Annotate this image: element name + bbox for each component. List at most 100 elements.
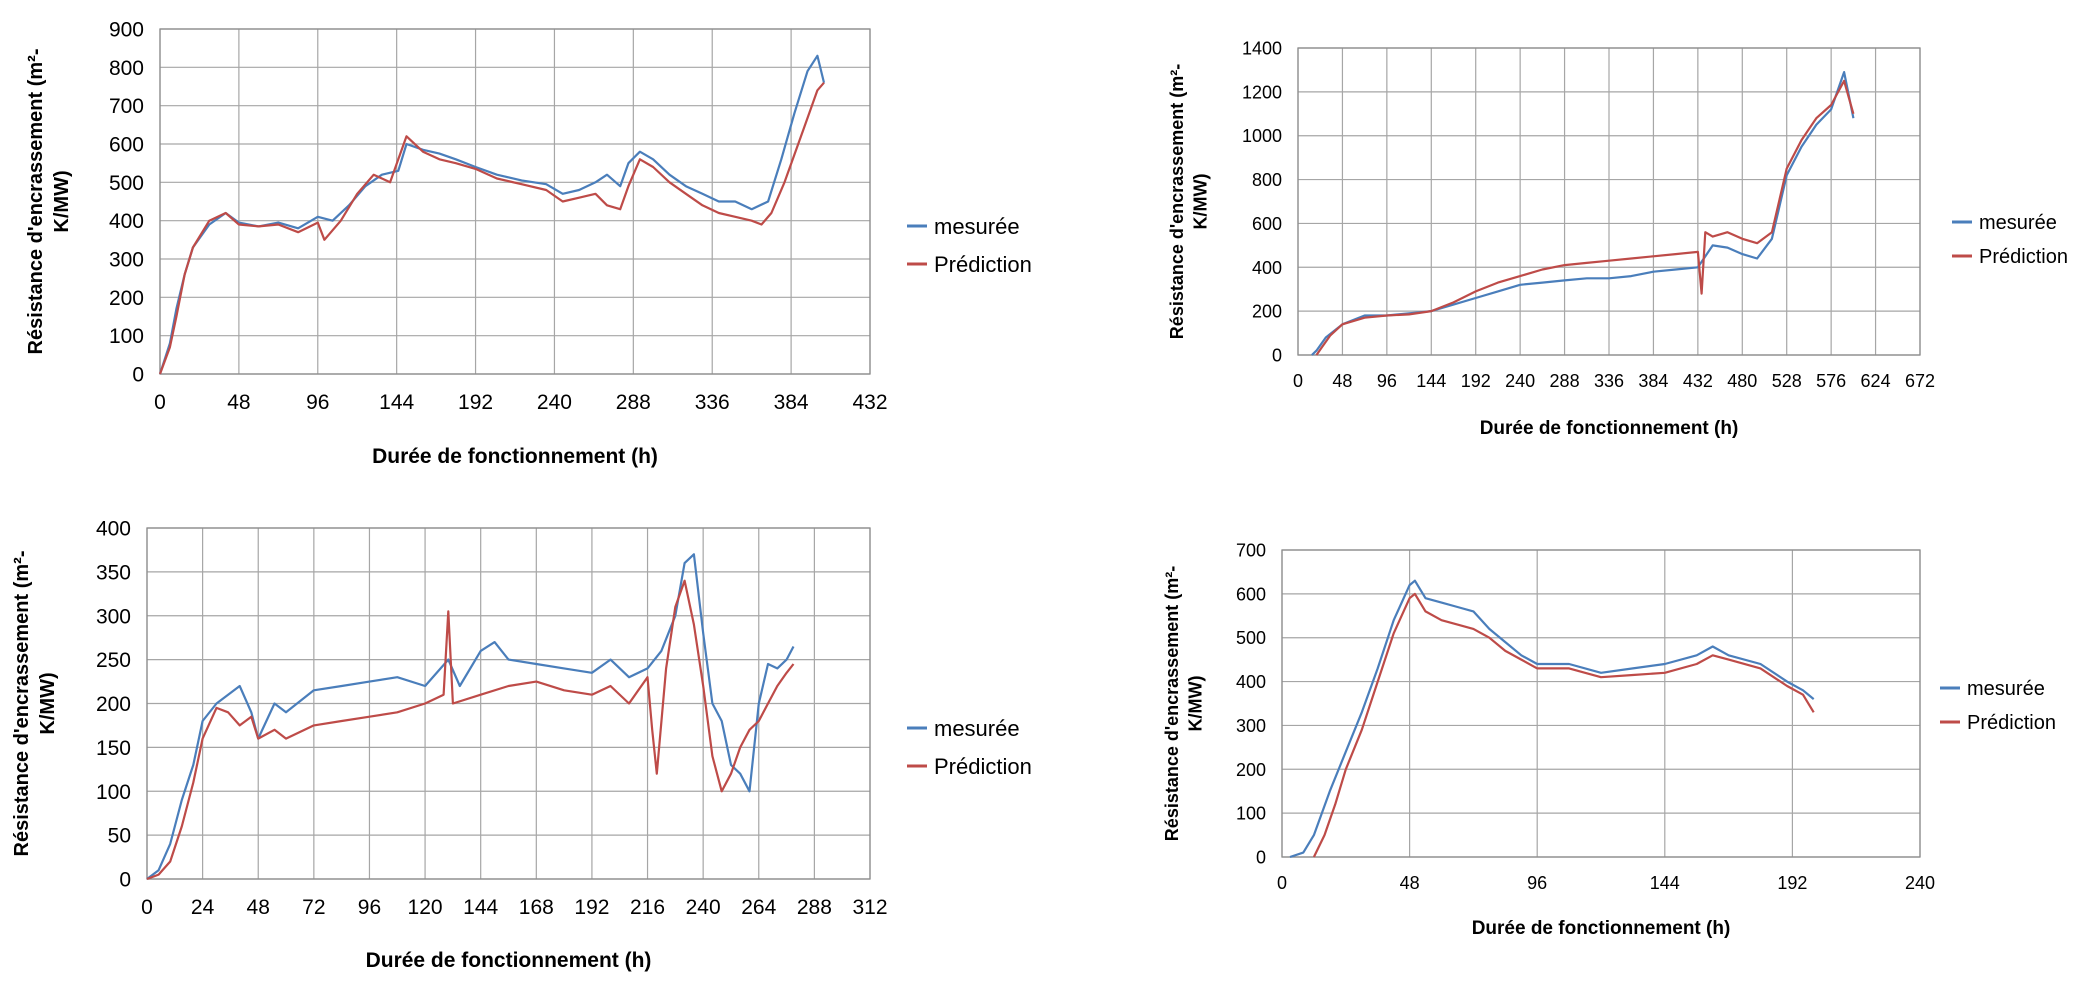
y-tick-label: 500 [1236,628,1266,648]
x-tick-label: 192 [574,896,609,919]
y-tick-label: 200 [1252,302,1282,322]
x-tick-label: 480 [1727,371,1757,391]
series-line-measured [1289,579,1815,859]
y-axis-title: Résistance d'encrassement (m²- K/MW) [1162,566,1205,841]
x-axis-title: Durée de fonctionnement (h) [372,445,658,468]
y-tick-label: 700 [1236,540,1266,560]
y-tick-label: 300 [96,605,131,628]
chart-3: 0 24 48 72 96 120 144 168 192 216 240 264 288 312 0 50 1… [11,518,1032,972]
y-tick-label: 900 [109,19,144,42]
x-tick-label: 144 [1650,873,1680,893]
x-tick-label: 144 [1416,371,1446,391]
x-tick-label: 192 [1777,873,1807,893]
series-line-prediction [146,579,795,881]
x-tick-label: 48 [1332,371,1352,391]
x-tick-label: 240 [1505,371,1535,391]
x-tick-label: 48 [247,896,270,919]
y-tick-label: 100 [109,325,144,348]
chart-1: 0 48 96 144 192 240 288 336 384 432 0 100 200 300 400 5… [25,19,1032,468]
y-tick-label: 350 [96,561,131,584]
y-tick-label: 600 [1236,584,1266,604]
y-tick-label: 50 [108,825,131,848]
chart-4: 0 48 96 144 192 240 0 100 200 300 400 500 600 700 Duré… [1162,540,2056,939]
x-tick-label: 0 [141,896,153,919]
legend-label: Prédiction [934,754,1032,779]
y-tick-label: 1400 [1242,38,1282,58]
x-tick-label: 96 [1377,371,1397,391]
legend-label: mesurée [1967,678,2045,700]
x-tick-label: 0 [1277,873,1287,893]
x-tick-label: 288 [797,896,832,919]
series-line-measured [146,553,795,880]
y-tick-label: 100 [1236,804,1266,824]
x-tick-label: 624 [1861,371,1891,391]
x-tick-label: 336 [695,391,730,414]
y-tick-label: 800 [109,57,144,80]
y-tick-label: 250 [96,649,131,672]
legend-label: Prédiction [1979,246,2068,268]
y-tick-label: 1000 [1242,126,1282,146]
y-tick-label: 1200 [1242,82,1282,102]
y-axis-title: Résistance d'encrassement (m²- K/MW) [11,551,59,857]
y-tick-label: 800 [1252,170,1282,190]
x-tick-label: 432 [1683,371,1713,391]
x-tick-label: 96 [358,896,381,919]
series-line-prediction [1315,79,1855,356]
x-tick-label: 288 [1550,371,1580,391]
plot-area-frame [159,28,871,375]
y-axis-title-line: K/MW) [37,672,59,734]
x-tick-label: 384 [774,391,809,414]
legend-label: mesurée [934,716,1020,741]
x-tick-label: 336 [1594,371,1624,391]
y-tick-label: 0 [119,869,131,892]
y-tick-label: 500 [109,172,144,195]
x-tick-label: 72 [302,896,325,919]
x-axis-title: Durée de fonctionnement (h) [1472,918,1731,939]
legend-label: Prédiction [1967,712,2056,734]
chart-2: 0 48 96 144 192 240 288 336 384 432 480 528 576 624 67… [1167,38,2068,439]
x-tick-label: 672 [1905,371,1935,391]
y-tick-label: 200 [1236,760,1266,780]
y-tick-label: 700 [109,95,144,118]
y-axis-title-line: Résistance d'encrassement (m²- [25,49,47,355]
x-tick-label: 192 [1461,371,1491,391]
series-line-prediction [1312,592,1815,858]
x-tick-label: 24 [191,896,215,919]
y-tick-label: 0 [132,364,144,387]
y-axis-title-line: K/MW) [1185,676,1205,732]
y-tick-label: 600 [109,134,144,157]
y-tick-label: 400 [96,518,131,541]
x-tick-label: 0 [154,391,166,414]
x-tick-label: 528 [1772,371,1802,391]
y-tick-label: 200 [109,287,144,310]
x-axis-title: Durée de fonctionnement (h) [366,949,652,972]
x-tick-label: 384 [1638,371,1668,391]
series-line-prediction [158,81,825,375]
x-tick-label: 576 [1816,371,1846,391]
y-tick-label: 200 [96,693,131,716]
series-line-measured [1311,70,1855,356]
x-tick-label: 216 [630,896,665,919]
y-tick-label: 400 [1236,672,1266,692]
x-tick-label: 120 [408,896,443,919]
x-tick-label: 168 [519,896,554,919]
y-axis-title-line: Résistance d'encrassement (m²- [11,551,33,857]
y-axis-title: Résistance d'encrassement (m²- K/MW) [1167,64,1210,339]
x-tick-label: 192 [458,391,493,414]
y-tick-label: 300 [109,249,144,272]
y-tick-label: 100 [96,781,131,804]
plot-area-frame [1297,47,1921,356]
x-tick-label: 48 [1400,873,1420,893]
x-tick-label: 240 [686,896,721,919]
series-line-measured [158,54,826,375]
x-tick-label: 432 [852,391,887,414]
y-axis-title-line: Résistance d'encrassement (m²- [1167,64,1187,339]
y-axis-title-line: K/MW) [1190,174,1210,230]
y-axis-title-line: Résistance d'encrassement (m²- [1162,566,1182,841]
y-tick-label: 400 [109,210,144,233]
x-tick-label: 144 [379,391,414,414]
y-tick-label: 600 [1252,214,1282,234]
legend-label: mesurée [934,214,1020,239]
x-tick-label: 312 [852,896,887,919]
